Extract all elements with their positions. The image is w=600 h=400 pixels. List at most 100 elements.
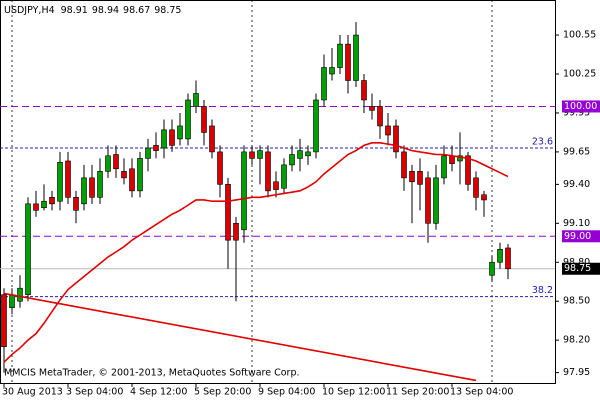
fibo-label: 38.2 bbox=[532, 285, 553, 296]
candle-body bbox=[481, 194, 487, 201]
price-label-box bbox=[562, 262, 600, 275]
candle-body bbox=[465, 155, 471, 185]
candle-body bbox=[473, 177, 479, 198]
candle-body bbox=[249, 151, 255, 159]
candle-body bbox=[1, 294, 7, 347]
candle-body bbox=[425, 177, 431, 224]
y-tick-label: 98.50 bbox=[563, 296, 590, 307]
candle-body bbox=[305, 151, 311, 157]
candle-body bbox=[409, 171, 415, 183]
candle-body bbox=[217, 151, 223, 185]
candle-body bbox=[137, 158, 143, 192]
fibo-label: 23.6 bbox=[532, 137, 553, 148]
candle-body bbox=[313, 99, 319, 153]
candle-body bbox=[417, 171, 423, 185]
y-tick-label: 98.20 bbox=[563, 335, 590, 346]
candle-body bbox=[185, 99, 191, 140]
y-tick-label: 98.80 bbox=[563, 257, 590, 268]
candle-body bbox=[433, 177, 439, 224]
candle-body bbox=[489, 261, 495, 276]
candle-body bbox=[257, 150, 263, 159]
candle-body bbox=[177, 125, 183, 140]
symbol: USDJPY,H4 bbox=[4, 5, 55, 16]
candle-body bbox=[369, 106, 375, 111]
candle-body bbox=[401, 151, 407, 179]
y-tick-label: 99.10 bbox=[563, 218, 590, 229]
candle-body bbox=[145, 147, 151, 159]
candle-body bbox=[113, 154, 119, 170]
candle-body bbox=[345, 43, 351, 81]
x-tick-label: 13 Sep 04:00 bbox=[450, 387, 513, 398]
header-open: 98.91 bbox=[61, 5, 88, 16]
candle-body bbox=[289, 154, 295, 166]
y-tick-label: 99.65 bbox=[563, 146, 590, 157]
footer: MMCIS MetaTrader, © 2001-2013, MetaQuote… bbox=[4, 368, 300, 379]
x-tick-label: 10 Sep 12:00 bbox=[322, 387, 385, 398]
candle-body bbox=[129, 168, 135, 192]
candle-body bbox=[193, 93, 199, 107]
candle-body bbox=[497, 248, 503, 263]
candle-body bbox=[201, 106, 207, 133]
level-label: 100.00 bbox=[564, 101, 597, 112]
candle-body bbox=[49, 197, 55, 205]
candle-body bbox=[233, 223, 239, 241]
candle-body bbox=[337, 43, 343, 68]
candle-body bbox=[385, 125, 391, 136]
candle-body bbox=[281, 164, 287, 189]
candle-body bbox=[377, 106, 383, 127]
candle-body bbox=[321, 67, 327, 101]
header-low: 98.67 bbox=[123, 5, 150, 16]
y-tick-label: 99.40 bbox=[563, 179, 590, 190]
y-tick-label: 100.55 bbox=[563, 30, 596, 41]
x-tick-label: 5 Sep 20:00 bbox=[194, 387, 251, 398]
candle-body bbox=[273, 181, 279, 190]
candle-body bbox=[57, 161, 63, 202]
header-close: 98.75 bbox=[154, 5, 181, 16]
candle-body bbox=[17, 287, 23, 302]
y-tick-label: 97.95 bbox=[563, 367, 590, 378]
level-label: 99.00 bbox=[564, 231, 591, 242]
candle-body bbox=[441, 155, 447, 179]
candle-body bbox=[81, 177, 87, 205]
x-tick-label: 11 Sep 20:00 bbox=[386, 387, 449, 398]
price-label: 98.75 bbox=[564, 263, 591, 274]
candle-body bbox=[65, 160, 71, 198]
moving-average bbox=[3, 142, 509, 363]
candle-body bbox=[121, 171, 127, 179]
candle-body bbox=[33, 203, 39, 211]
trendline bbox=[3, 292, 477, 382]
y-tick-label: 100.25 bbox=[563, 69, 596, 80]
candle-body bbox=[241, 151, 247, 231]
header-high: 98.94 bbox=[92, 5, 119, 16]
x-tick-label: 9 Sep 04:00 bbox=[258, 387, 315, 398]
candle-body bbox=[89, 177, 95, 198]
x-tick-label: 4 Sep 12:00 bbox=[130, 387, 187, 398]
candle-body bbox=[265, 151, 271, 192]
candle-body bbox=[225, 184, 231, 241]
candle-body bbox=[393, 125, 399, 153]
x-tick-label: 3 Sep 04:00 bbox=[66, 387, 123, 398]
candle-body bbox=[25, 203, 31, 296]
candle-body bbox=[329, 67, 335, 75]
candle-body bbox=[105, 155, 111, 172]
candle-body bbox=[169, 129, 175, 146]
candle-body bbox=[41, 200, 47, 209]
candle-body bbox=[153, 145, 159, 151]
x-tick-label: 30 Aug 2013 bbox=[2, 387, 63, 398]
level-label-box bbox=[562, 230, 600, 243]
candle-body bbox=[9, 294, 15, 308]
level-label-box bbox=[562, 100, 600, 113]
candle-body bbox=[449, 155, 455, 164]
candle-body bbox=[457, 155, 463, 162]
candle-body bbox=[353, 34, 359, 81]
candle-body bbox=[209, 125, 215, 153]
candle-body bbox=[73, 197, 79, 211]
candle-body bbox=[161, 129, 167, 149]
candle-body bbox=[297, 150, 303, 159]
candle-body bbox=[361, 80, 367, 101]
candle-body bbox=[505, 247, 511, 270]
y-tick-label: 99.95 bbox=[563, 107, 590, 118]
candle-body bbox=[97, 171, 103, 198]
header: USDJPY,H4 98.91 98.94 98.67 98.75 bbox=[4, 5, 181, 16]
